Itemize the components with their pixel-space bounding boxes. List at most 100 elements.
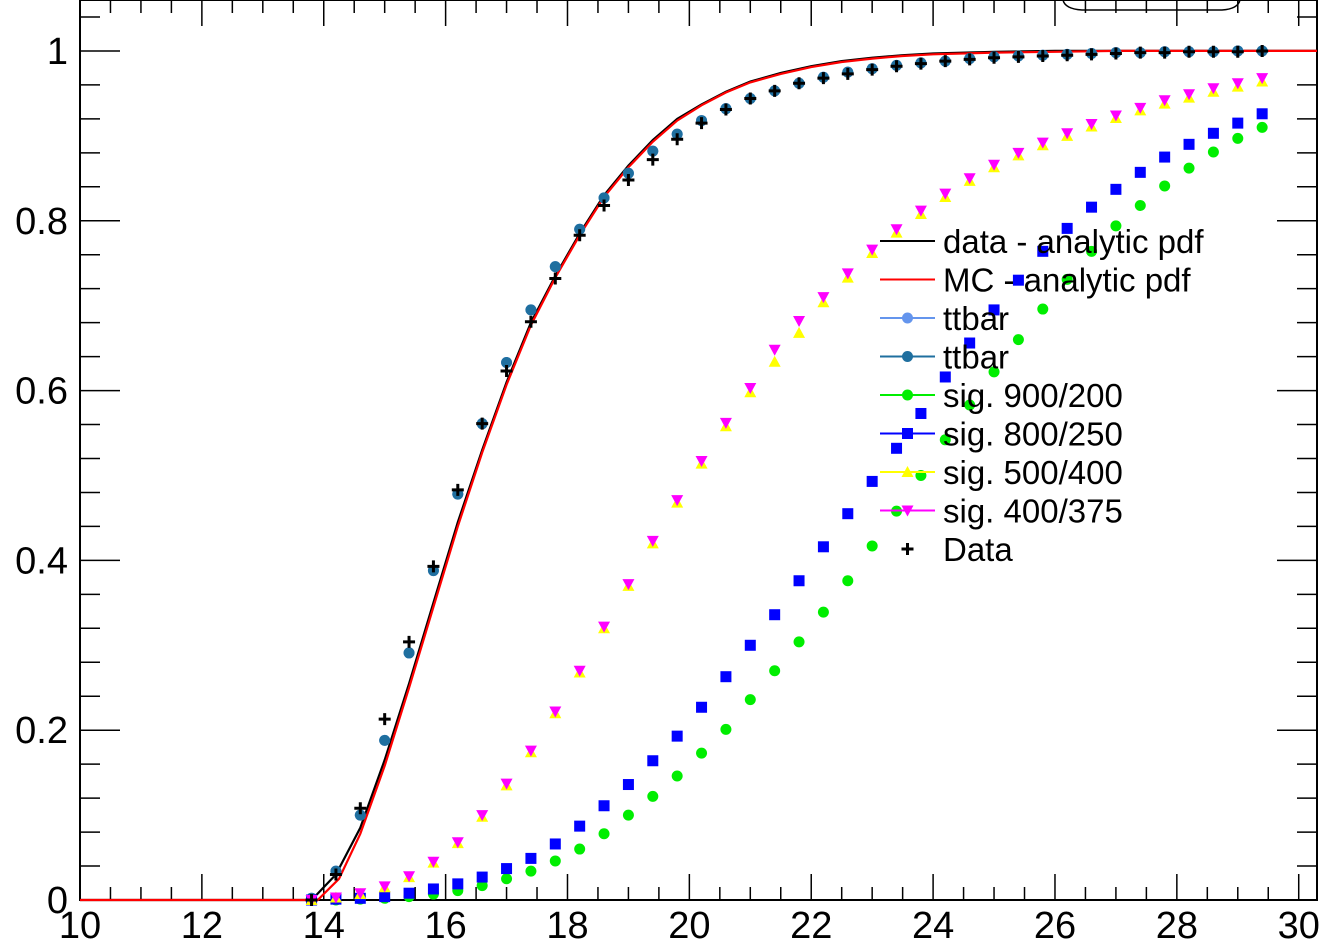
data-point (549, 272, 562, 285)
data-point (573, 229, 586, 242)
y-tick-label: 1 (47, 31, 68, 73)
x-tick-label: 20 (668, 905, 710, 945)
data-point (1110, 220, 1122, 232)
data-point (500, 365, 513, 378)
data-point (671, 730, 683, 742)
data-markers (305, 44, 1269, 906)
data-point (378, 713, 391, 726)
legend-marker-swatch (902, 351, 913, 362)
legend-marker-swatch (901, 466, 914, 477)
data-point (671, 770, 683, 782)
data-point (403, 887, 415, 899)
data-point (842, 575, 854, 587)
data-point (549, 838, 561, 850)
data-point (1086, 245, 1098, 257)
data-point (1158, 46, 1171, 59)
x-tick-label: 26 (1034, 905, 1076, 945)
data-point (622, 167, 634, 179)
data-point (451, 483, 464, 496)
legend-marker-swatch (902, 312, 913, 324)
data-point (1012, 334, 1024, 346)
data-point (1256, 121, 1268, 133)
data-point (646, 535, 659, 547)
data-point (379, 891, 391, 903)
data-point (501, 357, 513, 369)
data-point (1037, 303, 1049, 315)
data-point (524, 315, 537, 328)
data-point (1086, 201, 1098, 213)
data-point (719, 417, 732, 429)
data-point (1207, 83, 1220, 95)
data-point (1085, 48, 1098, 61)
data-point (939, 371, 951, 383)
data-point (744, 639, 756, 651)
data-point (744, 92, 757, 105)
data-point (427, 560, 440, 573)
data-point (1061, 222, 1073, 234)
data-point (354, 888, 367, 900)
y-tick-label: 0.4 (15, 540, 68, 582)
data-point (1134, 102, 1147, 114)
data-point (1061, 273, 1073, 285)
data-point (964, 399, 976, 411)
legend-label: sig. 500/400 (943, 454, 1123, 491)
data-point (1109, 47, 1122, 60)
data-point (768, 344, 781, 356)
y-tick-label: 0.8 (15, 201, 68, 243)
data-point (500, 778, 513, 790)
data-point (769, 609, 781, 621)
data-point (452, 878, 464, 890)
data-point (549, 706, 562, 718)
data-point (598, 800, 610, 812)
data-point (696, 747, 708, 759)
curve-line (80, 49, 1317, 902)
data-point (793, 315, 806, 327)
data-point (696, 701, 708, 713)
data-point (793, 636, 805, 648)
legend-label: sig. 900/200 (943, 377, 1123, 414)
data-point (964, 337, 976, 349)
data-point (842, 508, 854, 520)
data-point (647, 145, 659, 157)
x-tick-label: 16 (424, 905, 466, 945)
x-tick-label: 18 (546, 905, 588, 945)
data-point (622, 809, 634, 821)
data-point (1159, 180, 1171, 192)
data-point (988, 159, 1001, 171)
data-point (1207, 127, 1219, 139)
plot-frame (79, 0, 1318, 901)
data-point (476, 880, 488, 892)
data-point (890, 60, 903, 73)
data-point (841, 268, 854, 280)
data-point (598, 621, 611, 633)
data-point (939, 55, 952, 68)
data-point (720, 723, 732, 735)
data-point (744, 383, 757, 395)
x-tick-label: 12 (181, 905, 223, 945)
data-point (647, 790, 659, 802)
legend-marker-swatch (901, 543, 914, 555)
clipped-legend-box-edge (1062, 0, 1241, 11)
data-point (427, 856, 440, 868)
data-point (573, 665, 586, 677)
data-point (1231, 45, 1244, 58)
data-point (305, 894, 318, 906)
data-point (1232, 132, 1244, 144)
data-point (1207, 45, 1220, 58)
data-point (769, 665, 781, 677)
data-point (963, 53, 976, 66)
data-point (671, 133, 684, 146)
y-tick-label: 0 (47, 880, 68, 922)
legend-marker-swatch (901, 505, 914, 517)
data-point (525, 865, 537, 877)
data-point (1061, 128, 1074, 140)
legend-marker-swatch (902, 428, 913, 439)
data-point (549, 261, 561, 273)
legend-marker-swatch (902, 389, 913, 401)
data-point (866, 475, 878, 487)
x-tick-label: 28 (1156, 905, 1198, 945)
x-tick-label: 14 (303, 905, 345, 945)
x-tick-label: 30 (1278, 905, 1319, 945)
data-point (574, 820, 586, 832)
